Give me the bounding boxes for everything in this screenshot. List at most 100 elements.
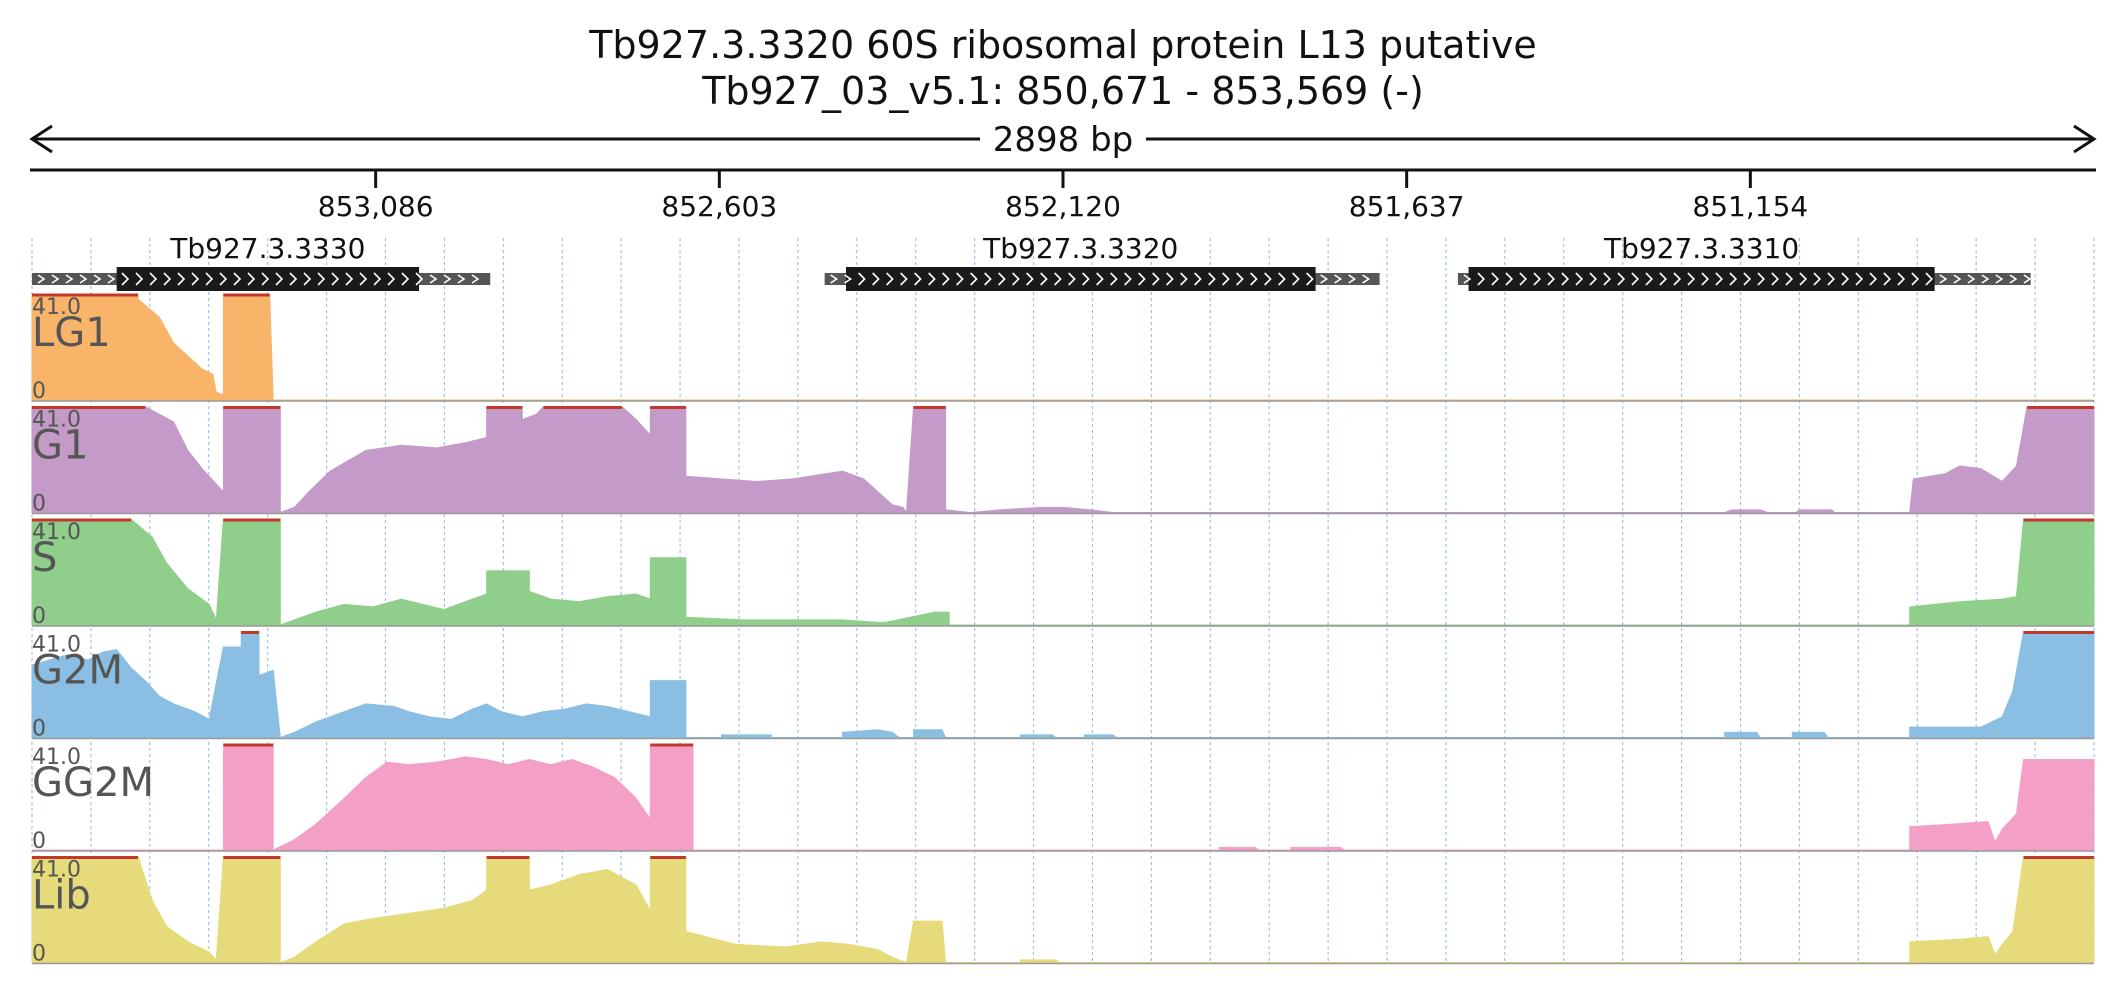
strand-arrow <box>2009 274 2018 284</box>
strand-arrow <box>1533 272 1542 286</box>
strand-arrow <box>984 272 992 286</box>
x-tick-label: 851,154 <box>1692 190 1808 223</box>
strand-arrow <box>1785 272 1794 286</box>
strand-arrow <box>1477 272 1486 286</box>
strand-arrow <box>1897 272 1906 286</box>
strand-arrow <box>1152 272 1160 286</box>
strand-arrow <box>415 272 424 286</box>
strand-arrow <box>1292 272 1300 286</box>
strand-arrow <box>844 274 853 284</box>
strand-arrow <box>1278 272 1286 286</box>
y-max-label: 41.0 <box>32 408 81 433</box>
strand-arrow <box>1757 272 1766 286</box>
coverage-area <box>31 856 2095 964</box>
strand-arrow <box>1799 272 1808 286</box>
strand-arrow <box>886 272 894 286</box>
strand-arrow <box>914 272 922 286</box>
strand-arrow <box>1166 272 1174 286</box>
strand-arrow <box>1603 272 1612 286</box>
strand-arrow <box>1729 272 1738 286</box>
strand-arrow <box>1124 272 1132 286</box>
coverage-tracks: LG141.00G141.00S41.00G2M41.00GG2M41.00Li… <box>31 293 2095 967</box>
chart-title: Tb927.3.3320 60S ribosomal protein L13 p… <box>588 23 1537 67</box>
strand-arrow <box>191 272 200 286</box>
strand-arrow <box>177 272 186 286</box>
strand-arrow <box>1967 274 1976 284</box>
strand-arrow <box>1673 272 1682 286</box>
strand-arrow <box>317 272 326 286</box>
strand-arrow <box>1348 274 1357 284</box>
strand-arrow <box>1026 272 1034 286</box>
strand-arrow <box>1547 272 1556 286</box>
strand-arrow <box>205 272 214 286</box>
strand-arrow <box>1561 272 1570 286</box>
strand-arrow <box>163 272 172 286</box>
track-s: S41.0 0 <box>31 518 2095 629</box>
strand-arrow <box>65 274 74 284</box>
track-label: LG1 <box>32 310 111 356</box>
strand-arrow <box>1953 274 1962 284</box>
y-min-label: 0 <box>32 604 46 629</box>
strand-arrow <box>1236 272 1244 286</box>
track-label: Lib <box>32 873 91 919</box>
strand-arrow <box>2023 274 2032 284</box>
strand-arrow <box>1012 272 1020 286</box>
x-tick-label: 853,086 <box>318 190 434 223</box>
strand-arrow <box>1362 274 1371 284</box>
strand-arrow <box>1939 274 1948 284</box>
strand-arrow <box>1306 272 1314 286</box>
strand-arrow <box>359 272 368 286</box>
gene-cds <box>1468 267 1935 291</box>
strand-arrow <box>345 272 354 286</box>
strand-arrow <box>1631 272 1640 286</box>
strand-arrow <box>303 272 312 286</box>
y-min-label: 0 <box>32 492 46 517</box>
strand-arrow <box>37 274 46 284</box>
coverage-area <box>32 743 2095 851</box>
strand-arrow <box>1505 272 1514 286</box>
strand-arrow <box>107 274 116 284</box>
x-tick-label: 852,120 <box>1005 190 1121 223</box>
strand-arrow <box>1040 272 1048 286</box>
strand-arrow <box>51 274 60 284</box>
strand-arrow <box>1334 274 1343 284</box>
strand-arrow <box>1883 272 1892 286</box>
strand-arrow <box>93 274 102 284</box>
strand-arrow <box>1250 272 1258 286</box>
coverage-area <box>31 406 2095 514</box>
strand-arrow <box>1841 272 1850 286</box>
strand-arrow <box>1491 272 1500 286</box>
strand-arrow <box>1743 272 1752 286</box>
y-min-label: 0 <box>32 942 46 967</box>
strand-arrow <box>1981 274 1990 284</box>
strand-arrow <box>970 272 978 286</box>
strand-arrow <box>1827 272 1836 286</box>
strand-arrow <box>387 272 396 286</box>
gene-track: Tb927.3.3330 Tb927.3.3320 Tb927.3.3310 <box>32 232 2032 291</box>
strand-arrow <box>135 272 144 286</box>
strand-arrow <box>1715 272 1724 286</box>
strand-arrow <box>830 274 839 284</box>
gene-label: Tb927.3.3320 <box>982 232 1178 265</box>
grid-lines <box>31 238 2095 964</box>
strand-arrow <box>1320 274 1329 284</box>
strand-arrow <box>219 272 228 286</box>
strand-arrow <box>1925 272 1934 286</box>
span-label: 2898 bp <box>993 120 1134 160</box>
strand-arrow <box>1222 272 1230 286</box>
gene-cds <box>845 267 1316 291</box>
y-min-label: 0 <box>32 717 46 742</box>
strand-arrow <box>401 272 410 286</box>
strand-arrow <box>121 272 130 286</box>
coverage-area <box>31 631 2095 739</box>
strand-arrow <box>1589 272 1598 286</box>
y-max-label: 41.0 <box>32 633 81 658</box>
strand-arrow <box>289 272 298 286</box>
strand-arrow <box>1096 272 1104 286</box>
strand-arrow <box>956 272 964 286</box>
x-axis-ticks: 853,086 852,603 852,120 851,637 851,154 <box>318 170 1808 223</box>
